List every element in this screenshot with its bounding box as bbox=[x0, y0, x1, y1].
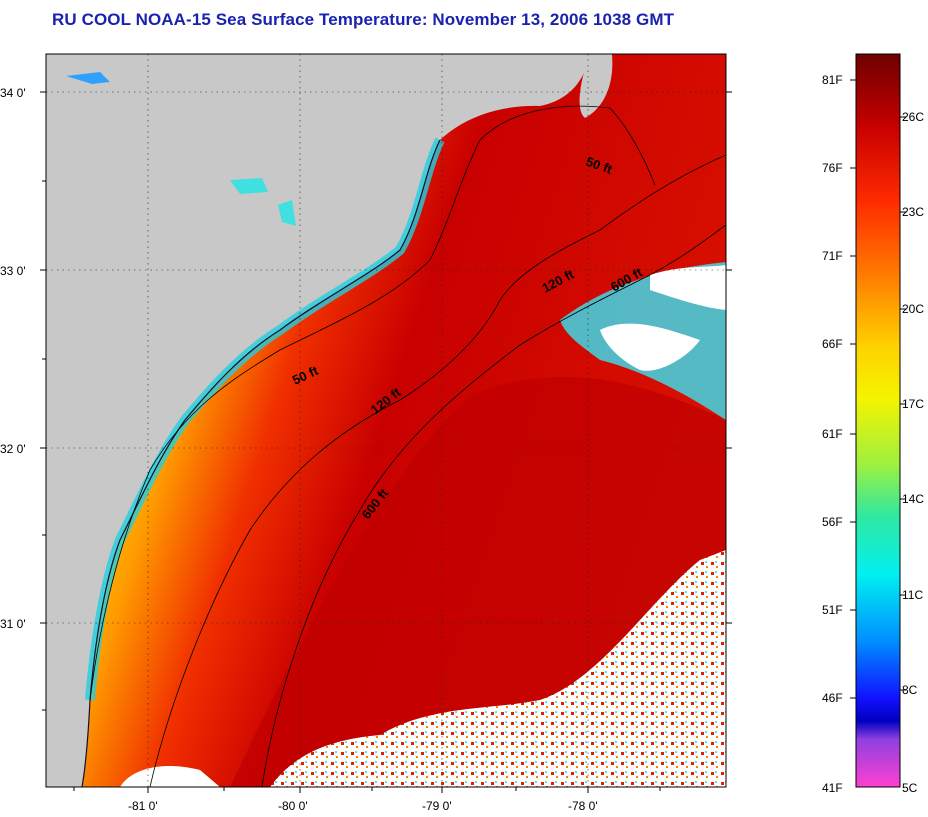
lon-tick-79: -79 0' bbox=[422, 799, 452, 813]
lon-tick-80: -80 0' bbox=[278, 799, 308, 813]
cb-label-11c: 11C bbox=[902, 588, 923, 602]
cb-label-17c: 17C bbox=[902, 397, 924, 411]
cb-label-61f: 61F bbox=[822, 427, 843, 441]
cb-label-5c: 5C bbox=[902, 781, 918, 795]
map-image bbox=[46, 54, 726, 787]
cb-label-14c: 14C bbox=[902, 492, 924, 506]
lon-tick-78: -78 0' bbox=[568, 799, 598, 813]
lat-tick-34: 34 0' bbox=[0, 86, 26, 100]
cb-label-26c: 26C bbox=[902, 110, 924, 124]
cb-label-46f: 46F bbox=[822, 691, 843, 705]
cb-label-51f: 51F bbox=[822, 603, 843, 617]
cb-label-56f: 56F bbox=[822, 515, 843, 529]
lon-tick-81: -81 0' bbox=[128, 799, 158, 813]
cb-label-71f: 71F bbox=[822, 249, 843, 263]
cb-label-23c: 23C bbox=[902, 205, 924, 219]
lat-tick-33: 33 0' bbox=[0, 264, 26, 278]
cb-label-41f: 41F bbox=[822, 781, 843, 795]
cb-label-20c: 20C bbox=[902, 302, 924, 316]
cb-label-66f: 66F bbox=[822, 337, 843, 351]
cb-label-8c: 8C bbox=[902, 683, 918, 697]
cb-label-81f: 81F bbox=[822, 73, 843, 87]
lat-tick-32: 32 0' bbox=[0, 442, 26, 456]
colorbar-celsius-labels: 26C 23C 20C 17C 14C 11C 8C 5C bbox=[902, 110, 924, 795]
colorbar-fahrenheit-labels: 81F 76F 71F 66F 61F 56F 51F 46F 41F bbox=[822, 73, 843, 795]
lat-tick-31: 31 0' bbox=[0, 617, 26, 631]
colorbar bbox=[856, 54, 900, 787]
cb-label-76f: 76F bbox=[822, 161, 843, 175]
